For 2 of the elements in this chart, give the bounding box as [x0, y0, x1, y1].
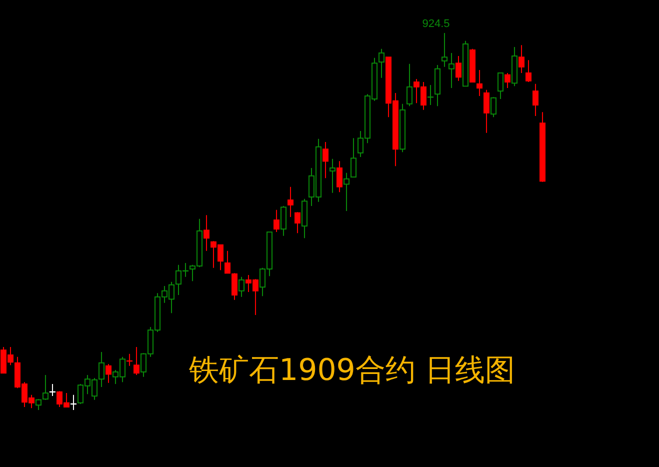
annotation: 924.5 [422, 18, 450, 30]
title: 铁矿石1909合约 日线图 [189, 353, 515, 388]
